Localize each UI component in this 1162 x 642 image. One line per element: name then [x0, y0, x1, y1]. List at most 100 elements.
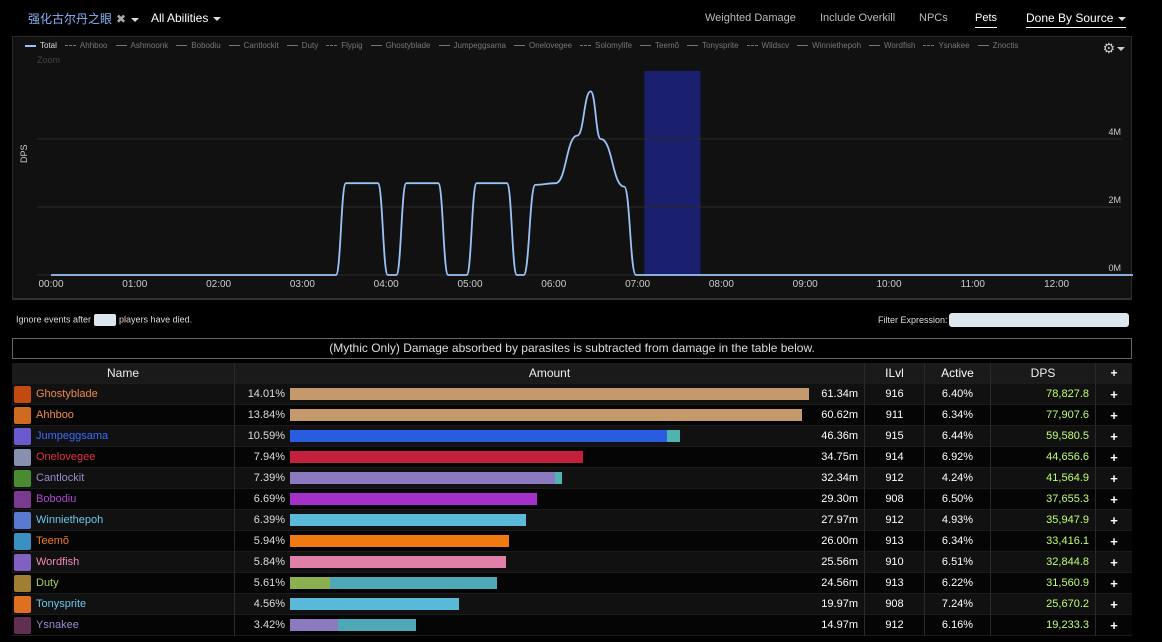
table-row[interactable]: Jumpeggsama 10.59% 46.36m 915 6.44% 59,580.5 + — [12, 426, 1132, 447]
player-name-cell[interactable]: Ahhboo — [12, 405, 235, 426]
expand-row-button[interactable]: + — [1110, 429, 1118, 444]
zoom-label[interactable]: Zoom — [37, 55, 61, 65]
damage-bar-segment — [290, 388, 809, 400]
table-row[interactable]: Onelovegee 7.94% 34.75m 914 6.92% 44,656.6 + — [12, 447, 1132, 468]
table-row[interactable]: Bobodiu 6.69% 29.30m 908 6.50% 37,655.3 + — [12, 489, 1132, 510]
legend-entry[interactable]: Ghostyblade — [370, 41, 431, 50]
player-name[interactable]: Tonysprite — [36, 598, 87, 610]
table-row[interactable]: Ahhboo 13.84% 60.62m 911 6.34% 77,907.6 + — [12, 405, 1132, 426]
player-name[interactable]: Ahhboo — [36, 409, 74, 421]
player-name-cell[interactable]: Wordfish — [12, 552, 235, 573]
player-name[interactable]: Cantlockit — [36, 472, 85, 484]
expand-row-button[interactable]: + — [1110, 576, 1118, 591]
legend-entry[interactable]: Znoctis — [977, 41, 1018, 50]
player-name-cell[interactable]: Winniethepoh — [12, 510, 235, 531]
legend-entry[interactable]: Duty — [286, 41, 319, 50]
player-name[interactable]: Teemõ — [36, 535, 70, 547]
expand-row-button[interactable]: + — [1110, 597, 1118, 612]
dps-chart[interactable]: 0M 2M 4M 00:00 01:00 02:00 03:00 04:00 05:00 06:0… — [12, 36, 1133, 300]
abilities-label: All Abilities — [151, 11, 209, 25]
expand-row-button[interactable]: + — [1110, 555, 1118, 570]
include-overkill-toggle[interactable]: Include Overkill — [820, 12, 896, 24]
player-name-cell[interactable]: Ghostyblade — [12, 384, 235, 405]
expand-row-button[interactable]: + — [1110, 618, 1118, 633]
player-name-cell[interactable]: Onelovegee — [12, 447, 235, 468]
legend-entry[interactable]: Ahhboo — [64, 41, 108, 50]
player-name-cell[interactable]: Teemõ — [12, 531, 235, 552]
table-row[interactable]: Teemõ 5.94% 26.00m 913 6.34% 33,416.1 + — [12, 531, 1132, 552]
expand-row-button[interactable]: + — [1110, 513, 1118, 528]
legend-entry[interactable]: Total — [25, 41, 57, 50]
header-amount[interactable]: Amount — [235, 363, 865, 384]
npcs-toggle[interactable]: NPCs — [919, 12, 948, 24]
header-active[interactable]: Active — [925, 363, 991, 384]
table-row[interactable]: Winniethepoh 6.39% 27.97m 912 4.93% 35,947.9 + — [12, 510, 1132, 531]
expand-row-button[interactable]: + — [1110, 534, 1118, 549]
player-name-cell[interactable]: Jumpeggsama — [12, 426, 235, 447]
table-row[interactable]: Ghostyblade 14.01% 61.34m 916 6.40% 78,827.8 + — [12, 384, 1132, 405]
active-cell: 6.44% — [925, 426, 991, 447]
abilities-dropdown[interactable]: All Abilities — [151, 11, 222, 25]
player-name[interactable]: Onelovegee — [36, 451, 96, 463]
dps-chart-plot[interactable]: 0M 2M 4M 00:00 01:00 02:00 03:00 04:00 05:00 06:0… — [13, 37, 1133, 299]
player-name[interactable]: Ysnakee — [36, 619, 79, 631]
player-name-cell[interactable]: Duty — [12, 573, 235, 594]
legend-entry[interactable]: Flypig — [326, 41, 363, 50]
table-row[interactable]: Cantlockit 7.39% 32.34m 912 4.24% 41,564.9 + — [12, 468, 1132, 489]
legend-label: Duty — [301, 41, 319, 50]
expand-row-button[interactable]: + — [1110, 450, 1118, 465]
filter-expression-input[interactable] — [949, 313, 1129, 327]
header-ilvl[interactable]: ILvl — [865, 363, 925, 384]
expand-row-button[interactable]: + — [1110, 408, 1118, 423]
expand-row-button[interactable]: + — [1110, 471, 1118, 486]
active-cell: 6.22% — [925, 573, 991, 594]
damage-bar — [290, 514, 810, 526]
legend-entry[interactable]: Bobodiu — [176, 41, 221, 50]
player-name[interactable]: Ghostyblade — [36, 388, 98, 400]
player-name[interactable]: Wordfish — [36, 556, 80, 568]
table-row[interactable]: Wordfish 5.84% 25.56m 910 6.51% 32,844.8 + — [12, 552, 1132, 573]
legend-entry[interactable]: Ashmoonk — [115, 41, 168, 50]
player-name[interactable]: Duty — [36, 577, 59, 589]
header-name[interactable]: Name — [12, 363, 235, 384]
done-by-source-dropdown[interactable]: Done By Source — [1026, 11, 1127, 28]
dps-value: 77,907.6 — [1046, 409, 1089, 421]
legend-swatch — [370, 45, 382, 47]
legend-entry[interactable]: Winniethepoh — [797, 41, 861, 50]
player-name[interactable]: Jumpeggsama — [36, 430, 109, 442]
legend-entry[interactable]: Wordfish — [869, 41, 915, 50]
expand-row-button[interactable]: + — [1110, 387, 1118, 402]
legend-entry[interactable]: Onelovegee — [513, 41, 572, 50]
legend-entry[interactable]: Solomylife — [580, 41, 632, 50]
dps-cell: 25,670.2 — [991, 594, 1096, 615]
x-tick-label: 11:00 — [961, 279, 986, 290]
weighted-damage-toggle[interactable]: Weighted Damage — [705, 12, 796, 24]
death-count-input[interactable] — [94, 314, 117, 326]
x-tick-label: 01:00 — [122, 279, 147, 290]
player-name[interactable]: Bobodiu — [36, 493, 77, 505]
active-cell: 6.92% — [925, 447, 991, 468]
boss-selector[interactable]: 强化古尔丹之眼 ✖ — [28, 10, 140, 27]
player-name-cell[interactable]: Ysnakee — [12, 615, 235, 636]
player-name-cell[interactable]: Cantlockit — [12, 468, 235, 489]
player-name[interactable]: Winniethepoh — [36, 514, 104, 526]
legend-entry[interactable]: Wildscv — [746, 41, 789, 50]
dps-value: 44,656.6 — [1046, 451, 1089, 463]
table-row[interactable]: Tonysprite 4.56% 19.97m 908 7.24% 25,670.2 + — [12, 594, 1132, 615]
damage-bar — [290, 409, 810, 421]
expand-row-button[interactable]: + — [1110, 492, 1118, 507]
legend-entry[interactable]: Tonysprite — [687, 41, 739, 50]
legend-entry[interactable]: Teemõ — [640, 41, 679, 50]
legend-entry[interactable]: Cantlockit — [228, 41, 279, 50]
player-name-cell[interactable]: Tonysprite — [12, 594, 235, 615]
header-dps[interactable]: DPS — [991, 363, 1096, 384]
table-row[interactable]: Ysnakee 3.42% 14.97m 912 6.16% 19,233.3 + — [12, 615, 1132, 636]
table-row[interactable]: Duty 5.61% 24.56m 913 6.22% 31,560.9 + — [12, 573, 1132, 594]
player-name-cell[interactable]: Bobodiu — [12, 489, 235, 510]
pets-toggle[interactable]: Pets — [975, 12, 998, 28]
legend-entry[interactable]: Jumpeggsama — [438, 41, 506, 50]
chart-settings[interactable]: ⚙ — [1102, 40, 1125, 57]
legend-entry[interactable]: Ysnakee — [923, 41, 970, 50]
close-icon[interactable]: ✖ — [116, 12, 127, 26]
header-add-column-button[interactable]: + — [1110, 366, 1118, 380]
